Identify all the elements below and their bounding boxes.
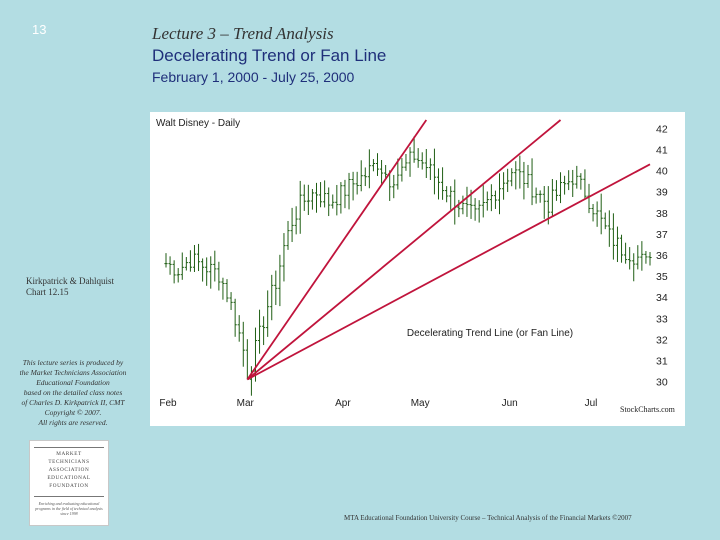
disclaimer-line: of Charles D. Kirkpatrick II, CMT xyxy=(21,398,125,407)
lecture-title: Lecture 3 – Trend Analysis xyxy=(152,24,334,43)
source-author: Kirkpatrick & Dahlquist xyxy=(26,276,114,286)
disclaimer-line: based on the detailed class notes xyxy=(23,388,123,397)
x-tick-label: Feb xyxy=(159,398,177,409)
chart-svg: Walt Disney - Daily 42 41 40 39 38 37 36 35 34 33 3… xyxy=(156,118,676,414)
chart-title: Walt Disney - Daily xyxy=(156,118,240,129)
slide-title: Decelerating Trend or Fan Line xyxy=(152,46,387,65)
logo-line: ASSOCIATION xyxy=(48,467,90,473)
fan-line-1 xyxy=(246,119,428,380)
y-tick-label: 35 xyxy=(656,271,668,283)
y-tick-label: 39 xyxy=(656,187,668,199)
y-tick-label: 41 xyxy=(656,145,668,157)
y-tick-label: 32 xyxy=(656,334,668,346)
logo-line: MARKET xyxy=(56,451,82,457)
y-tick-label: 37 xyxy=(656,229,668,241)
logo-line: TECHNICIANS xyxy=(48,459,90,465)
price-chart: Walt Disney - Daily 42 41 40 39 38 37 36 35 34 33 3… xyxy=(150,112,685,426)
disclaimer-line: Educational Foundation xyxy=(36,378,110,387)
y-tick-label: 33 xyxy=(656,313,668,325)
y-tick-label: 38 xyxy=(656,208,668,220)
y-tick-label: 34 xyxy=(656,292,668,304)
y-tick-label: 36 xyxy=(656,250,668,262)
source-note: Kirkpatrick & Dahlquist Chart 12.15 xyxy=(26,276,114,298)
y-tick-label: 42 xyxy=(656,123,668,135)
disclaimer: This lecture series is produced by the M… xyxy=(8,358,138,428)
x-tick-label: Apr xyxy=(335,398,351,409)
foundation-logo: MARKET TECHNICIANS ASSOCIATION EDUCATION… xyxy=(29,440,109,526)
fan-line-3 xyxy=(246,163,651,381)
disclaimer-line: the Market Technicians Association xyxy=(19,368,127,377)
x-tick-label: May xyxy=(411,398,430,409)
date-range: February 1, 2000 - July 25, 2000 xyxy=(152,69,355,85)
fan-line-annotation: Decelerating Trend Line (or Fan Line) xyxy=(407,328,573,339)
y-tick-label: 31 xyxy=(656,355,668,367)
disclaimer-line: All rights are reserved. xyxy=(38,418,108,427)
logo-line: EDUCATIONAL xyxy=(47,475,91,481)
disclaimer-line: This lecture series is produced by xyxy=(22,358,124,367)
x-tick-label: Jul xyxy=(585,398,598,409)
fan-line-2 xyxy=(246,119,562,381)
y-tick-label: 40 xyxy=(656,166,668,178)
source-chart-ref: Chart 12.15 xyxy=(26,287,69,297)
disclaimer-line: Copyright © 2007. xyxy=(44,408,102,417)
x-tick-label: Mar xyxy=(237,398,255,409)
y-tick-label: 30 xyxy=(656,377,668,389)
logo-line: FOUNDATION xyxy=(49,483,89,489)
footer-text: MTA Educational Foundation University Co… xyxy=(344,514,632,522)
x-tick-label: Jun xyxy=(502,398,518,409)
logo-tagline: Enriching and evaluating educational pro… xyxy=(35,501,103,516)
watermark-text: StockCharts.com xyxy=(620,405,676,414)
slide-number: 13 xyxy=(32,22,47,37)
logo-frame: MARKET TECHNICIANS ASSOCIATION EDUCATION… xyxy=(34,447,104,497)
